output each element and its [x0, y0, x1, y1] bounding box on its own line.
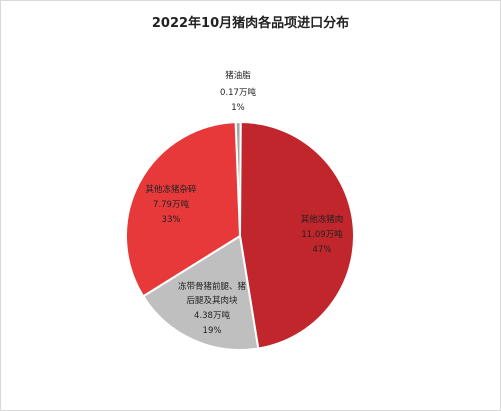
slice-bone-in-legs [141, 234, 260, 351]
slice-label-frozen-pork: 其他冻猪肉 [301, 214, 344, 225]
slice-frozen-pork [238, 120, 355, 350]
chart-title: 2022年10月猪肉各品项进口分布 [151, 16, 350, 31]
slice-value-frozen-pork: 11.09万吨 [301, 229, 343, 240]
slice-percent-frozen-pork: 47% [313, 245, 332, 255]
slice-value-bone-in-legs: 4.38万吨 [194, 310, 230, 321]
slice-label-bone-in-legs-line2: 后腿及其肉块 [186, 295, 238, 306]
label-lard-name: 猪油脂 [225, 70, 251, 81]
slice-label-bone-in-legs-line1: 冻带骨猪前腿、猪 [178, 281, 247, 292]
slice-offal [125, 121, 242, 298]
pie-labels: 猪油脂 0.17万吨 1% 其他冻猪肉 11.09万吨 47% 冻带骨猪前腿、猪… [145, 70, 343, 336]
slice-percent-bone-in-legs: 19% [203, 326, 222, 336]
slice-label-lard: 猪油脂 [225, 70, 251, 81]
slice-value-lard: 0.17万吨 [220, 87, 256, 98]
slice-percent-lard: 1% [231, 103, 245, 113]
slice-value-offal: 7.79万吨 [153, 199, 189, 210]
pie-slices [125, 120, 355, 351]
slice-percent-offal: 33% [162, 215, 181, 225]
slice-label-offal: 其他冻猪杂碎 [145, 184, 197, 195]
